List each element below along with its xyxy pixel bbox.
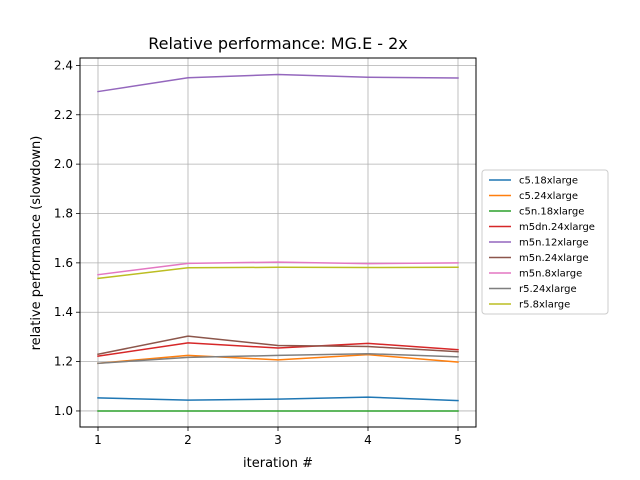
x-tick-label: 2 (184, 433, 192, 447)
y-tick-label: 1.8 (54, 206, 73, 220)
series-line-m5n-8xlarge (97, 261, 459, 276)
x-tick-label: 1 (94, 433, 102, 447)
y-tick-label: 2.2 (54, 108, 73, 122)
y-tick-label: 2.0 (54, 157, 73, 171)
series-lines (97, 73, 459, 412)
legend-label: c5.18xlarge (519, 176, 578, 187)
y-tick-label: 1.6 (54, 256, 73, 270)
series-line-m5n-24xlarge (97, 335, 459, 356)
y-tick-label: 1.2 (54, 355, 73, 369)
series-line-c5-24xlarge (97, 353, 459, 365)
legend: c5.18xlarge c5.24xlarge c5n.18xlarge m5dn.2… (481, 169, 609, 315)
chart-title: Relative performance: MG.E - 2x (148, 34, 408, 53)
legend-label: m5n.12xlarge (519, 238, 589, 249)
legend-label: c5n.18xlarge (519, 207, 584, 218)
legend-label: m5n.8xlarge (519, 269, 582, 280)
legend-box (481, 169, 609, 315)
series-line-m5n-12xlarge (97, 73, 459, 93)
legend-label: m5n.24xlarge (519, 253, 589, 264)
legend-label: c5.24xlarge (519, 191, 578, 202)
series-line-c5-18xlarge (97, 396, 459, 402)
y-tick-label: 2.4 (54, 58, 73, 72)
series-line-r5-8xlarge (97, 266, 459, 280)
x-axis-label: iteration # (243, 456, 313, 471)
x-tick-label: 3 (274, 433, 282, 447)
x-tick-label: 5 (454, 433, 462, 447)
y-tick-label: 1.4 (54, 305, 73, 319)
legend-label: r5.24xlarge (519, 284, 577, 295)
legend-label: r5.8xlarge (519, 300, 570, 311)
series-line-r5-24xlarge (97, 352, 459, 365)
x-tick-label: 4 (364, 433, 372, 447)
legend-label: m5dn.24xlarge (519, 222, 595, 233)
y-tick-label: 1.0 (54, 404, 73, 418)
y-axis-label: relative performance (slowdown) (29, 136, 44, 351)
series-line-m5dn-24xlarge (97, 342, 459, 358)
y-axis-ticks: 1.0 1.2 1.4 1.6 1.8 2.0 2.2 2.4 (54, 58, 80, 418)
x-axis-ticks: 1 2 3 4 5 (94, 427, 462, 447)
